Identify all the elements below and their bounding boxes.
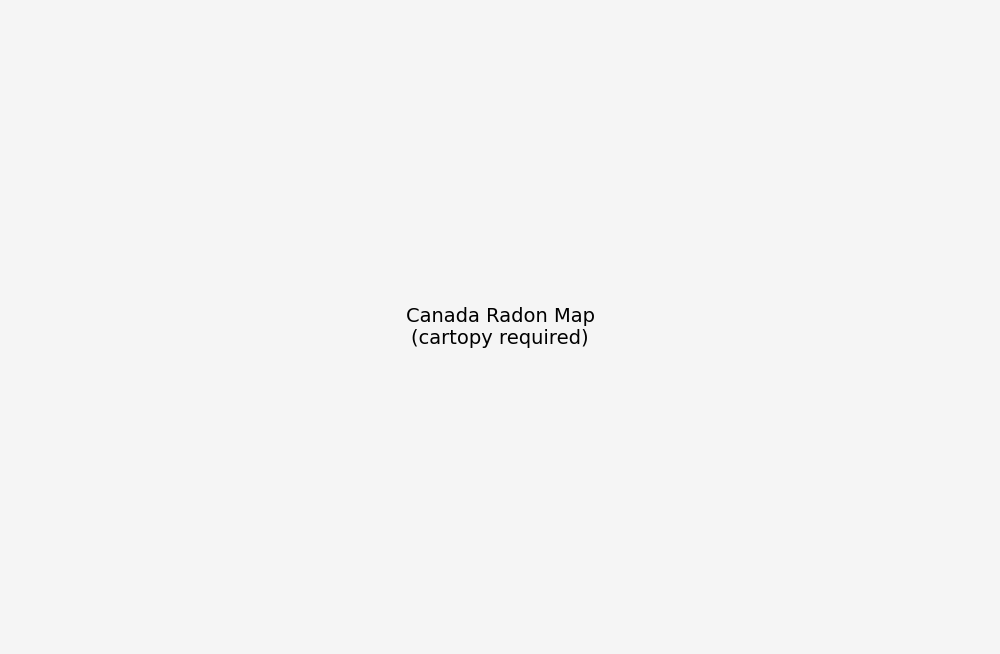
Text: Canada Radon Map
(cartopy required): Canada Radon Map (cartopy required)	[406, 307, 594, 347]
